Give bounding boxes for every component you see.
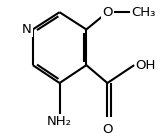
- Text: CH₃: CH₃: [131, 6, 155, 19]
- Text: OH: OH: [135, 59, 156, 72]
- Text: N: N: [22, 23, 32, 36]
- Text: O: O: [102, 6, 113, 19]
- Text: NH₂: NH₂: [47, 115, 72, 128]
- Text: O: O: [102, 123, 113, 136]
